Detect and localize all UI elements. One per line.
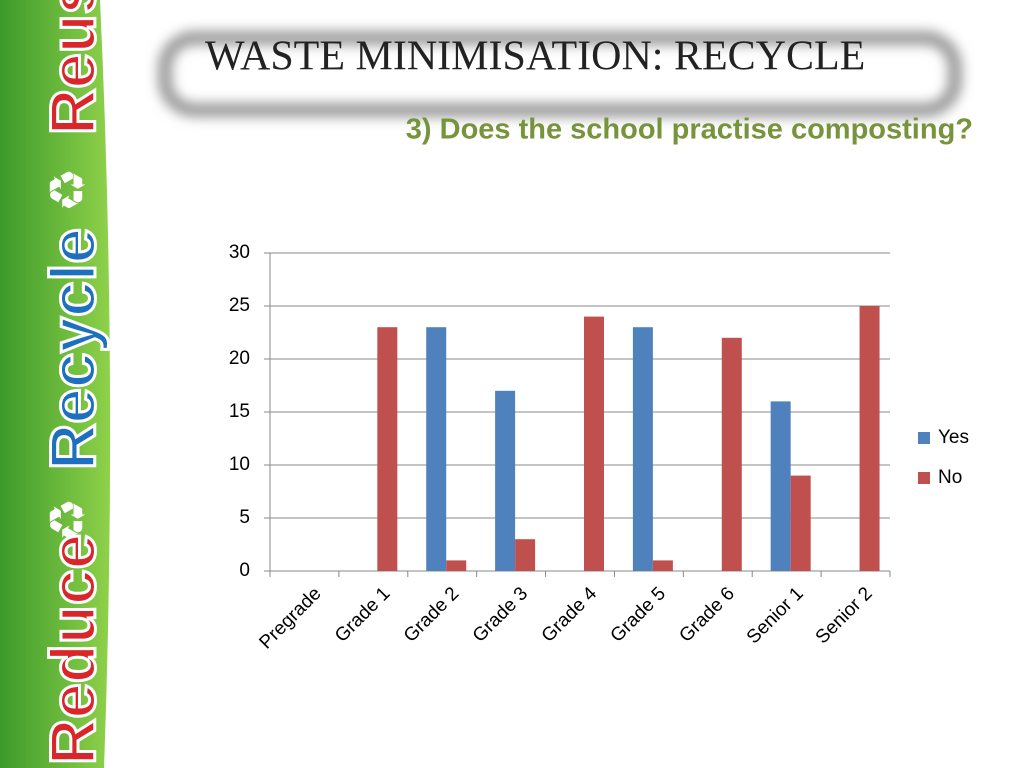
bar <box>377 327 398 571</box>
x-tick-label: Pregrade <box>255 583 325 653</box>
x-tick-label: Senior 2 <box>812 583 877 648</box>
bar <box>790 475 811 571</box>
x-tick-label: Grade 5 <box>607 583 670 646</box>
y-tick-label: 5 <box>239 507 250 528</box>
y-tick-label: 10 <box>229 454 250 475</box>
bar <box>632 327 653 571</box>
y-tick-label: 25 <box>229 295 250 316</box>
y-tick-label: 15 <box>229 401 250 422</box>
y-tick-label: 30 <box>229 242 250 263</box>
recycle-icon: ♻ <box>40 498 96 543</box>
bar <box>426 327 447 571</box>
banner-text: Reuse <box>37 0 109 135</box>
x-tick-label: Grade 1 <box>331 583 394 646</box>
x-tick-label: Senior 1 <box>743 583 808 648</box>
banner-text: Reduce <box>37 534 109 765</box>
legend-swatch <box>918 472 930 484</box>
chart-title: WASTE MINIMISATION: RECYCLE <box>205 34 865 80</box>
recycle-icon: ♻ <box>40 168 96 213</box>
bar <box>721 337 742 571</box>
bar <box>859 306 880 571</box>
y-tick-label: 0 <box>239 560 250 581</box>
bar <box>652 560 673 571</box>
x-tick-label: Grade 3 <box>469 583 532 646</box>
bar <box>446 560 467 571</box>
legend-label: Yes <box>938 427 969 448</box>
x-tick-label: Grade 2 <box>400 583 463 646</box>
bar <box>770 401 791 571</box>
x-tick-label: Grade 4 <box>538 583 602 647</box>
x-tick-label: Grade 6 <box>675 583 738 646</box>
title-frame <box>158 31 962 117</box>
side-banner <box>0 0 111 768</box>
chart-subtitle: 3) Does the school practise composting? <box>406 114 973 146</box>
legend-swatch <box>918 432 930 444</box>
bar <box>495 390 516 571</box>
y-tick-label: 20 <box>229 348 250 369</box>
banner-text: Recycle <box>37 228 109 470</box>
bar <box>584 316 604 571</box>
legend-label: No <box>938 467 962 488</box>
bar <box>515 539 536 571</box>
